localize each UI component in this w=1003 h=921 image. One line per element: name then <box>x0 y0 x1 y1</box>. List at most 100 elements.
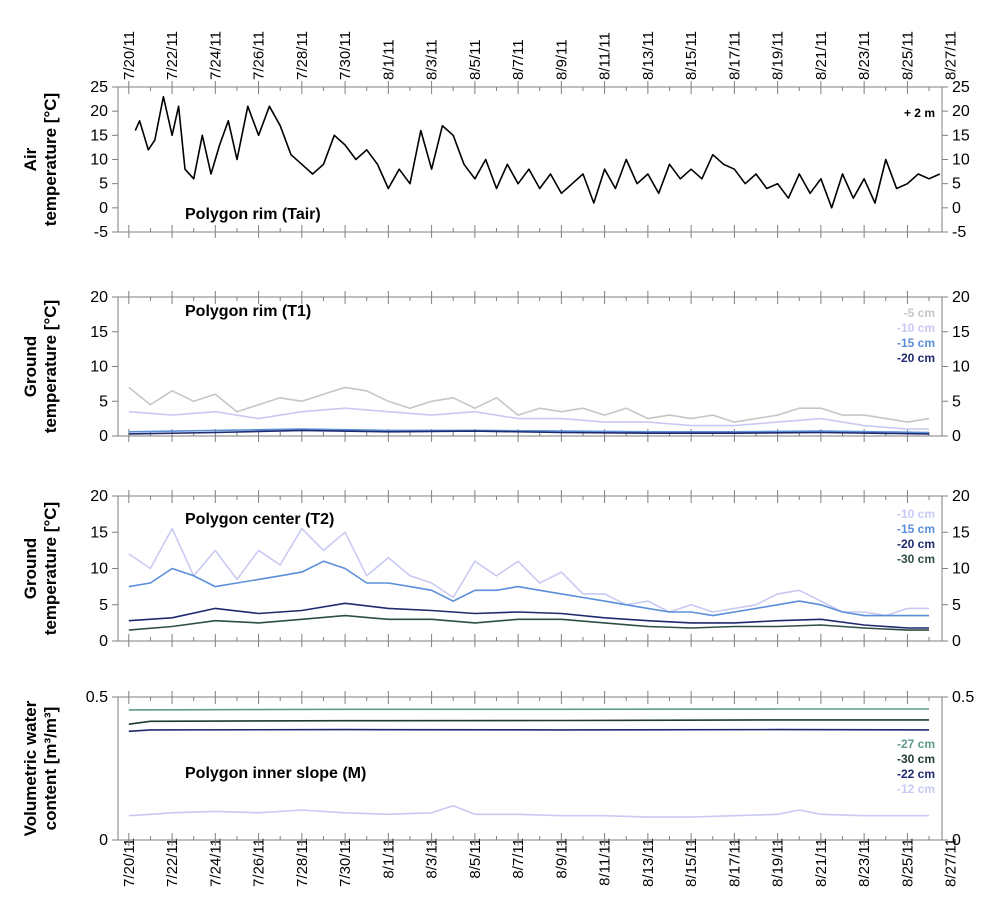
bottom-date-label: 8/11/11 <box>597 838 614 886</box>
y-tick-label-left: 15 <box>90 127 108 144</box>
top-date-label: 7/24/11 <box>207 31 224 80</box>
series-line <box>128 804 929 818</box>
bottom-date-label: 8/7/11 <box>510 838 527 879</box>
bottom-date-label: 8/17/11 <box>726 838 743 887</box>
y-tick-label-right: 10 <box>952 561 970 578</box>
top-date-label: 8/15/11 <box>683 31 700 80</box>
y-axis-label: temperature [°C] <box>41 300 60 433</box>
y-axis-label: Ground <box>21 538 40 599</box>
top-date-label: 7/26/11 <box>251 31 268 80</box>
bottom-date-label: 8/5/11 <box>467 838 484 879</box>
bottom-date-label: 7/20/11 <box>121 838 138 887</box>
y-tick-label-right: 5 <box>952 176 961 193</box>
top-date-label: 8/21/11 <box>813 31 830 80</box>
series-line <box>128 429 930 435</box>
series-line <box>128 386 930 423</box>
y-tick-label-left: 0.5 <box>86 689 108 706</box>
y-tick-label-left: 0 <box>99 832 108 849</box>
plot-frame <box>117 696 943 841</box>
legend-entry: -20 cm <box>897 351 935 365</box>
y-axis-label: Air <box>21 147 40 171</box>
legend-entry: -20 cm <box>897 537 935 551</box>
y-tick-label-right: 0 <box>952 633 961 650</box>
y-tick-label-left: 10 <box>90 561 108 578</box>
top-date-label: 8/25/11 <box>899 31 916 80</box>
y-tick-label-left: 20 <box>90 488 108 505</box>
series-line <box>128 614 929 631</box>
top-date-label: 8/17/11 <box>726 31 743 80</box>
series-line <box>128 602 929 629</box>
legend-entry: -22 cm <box>897 767 935 781</box>
top-date-label: 8/27/11 <box>943 31 960 80</box>
bottom-date-label: 8/15/11 <box>683 838 700 887</box>
y-tick-label-left: 5 <box>99 393 108 410</box>
top-date-label: 8/13/11 <box>640 31 657 80</box>
panel-title: Polygon rim (Tair) <box>185 206 321 223</box>
series-line <box>128 708 929 711</box>
y-tick-label-right: 25 <box>952 79 970 96</box>
y-tick-label-right: 10 <box>952 359 970 376</box>
top-date-label: 8/9/11 <box>553 39 570 80</box>
bottom-date-label: 7/24/11 <box>207 838 224 887</box>
legend-entry: -30 cm <box>897 552 935 566</box>
y-tick-label-left: 5 <box>99 597 108 614</box>
y-tick-label-right: 20 <box>952 289 970 306</box>
y-tick-label-left: 15 <box>90 524 108 541</box>
top-date-label: 7/30/11 <box>337 31 354 80</box>
y-tick-label-right: 10 <box>952 152 970 169</box>
bottom-date-label: 7/26/11 <box>251 838 268 887</box>
legend-entry: -15 cm <box>897 336 935 350</box>
bottom-date-label: 8/25/11 <box>899 838 916 887</box>
ground-temperature-center-panel: 0 0 5 5 10 10 15 15 20 20 Ground temperature [°C] -1… <box>21 488 970 650</box>
legend-entry: -12 cm <box>897 782 935 796</box>
y-tick-label-left: 0 <box>99 428 108 445</box>
top-date-axis-labels: 7/20/11 7/22/11 7/24/11 7/26/11 7/28/11 7/30/… <box>121 31 960 80</box>
series-line <box>134 95 941 209</box>
bottom-date-label: 8/1/11 <box>380 838 397 879</box>
y-axis-label: temperature [°C] <box>41 93 60 226</box>
y-tick-label-right: 15 <box>952 127 970 144</box>
bottom-date-label: 7/22/11 <box>164 838 181 887</box>
bottom-date-label: 7/30/11 <box>337 838 354 887</box>
y-tick-label-left: 0 <box>99 633 108 650</box>
top-date-label: 8/11/11 <box>597 32 614 80</box>
y-tick-label-right: 0.5 <box>952 689 974 706</box>
y-axis-label: temperature [°C] <box>41 502 60 635</box>
bottom-date-label: 8/3/11 <box>424 838 441 879</box>
y-axis-label: Ground <box>21 336 40 397</box>
y-tick-label-left: 10 <box>90 152 108 169</box>
bottom-date-label: 7/28/11 <box>294 838 311 887</box>
top-date-label: 8/7/11 <box>510 39 527 80</box>
top-date-label: 7/20/11 <box>121 31 138 80</box>
y-tick-label-right: 0 <box>952 832 961 849</box>
top-date-label: 7/22/11 <box>164 31 181 80</box>
series-line <box>128 407 929 430</box>
legend-entry: -15 cm <box>897 522 935 536</box>
bottom-date-axis-labels: 7/20/11 7/22/11 7/24/11 7/26/11 7/28/11 7/30/… <box>121 838 960 887</box>
y-tick-label-left: 20 <box>90 103 108 120</box>
y-tick-label-right: 5 <box>952 393 961 410</box>
y-tick-label-right: 15 <box>952 324 970 341</box>
y-tick-label-right: 0 <box>952 428 961 445</box>
y-tick-label-right: 5 <box>952 597 961 614</box>
y-tick-label-right: -5 <box>952 224 966 241</box>
y-tick-label-left: 20 <box>90 289 108 306</box>
series-line <box>128 560 929 617</box>
bottom-date-label: 8/13/11 <box>640 838 657 887</box>
top-date-label: 7/28/11 <box>294 31 311 80</box>
top-date-label: 8/1/11 <box>380 39 397 80</box>
legend-entry: + 2 m <box>904 106 935 120</box>
top-date-label: 8/19/11 <box>770 31 787 80</box>
series-line <box>128 728 930 733</box>
air-temperature-panel: -5 -5 0 0 5 5 10 10 15 15 20 20 25 25 Air temperature [… <box>21 79 970 241</box>
top-date-label: 8/23/11 <box>856 31 873 80</box>
top-date-label: 8/3/11 <box>424 39 441 80</box>
legend-entry: -10 cm <box>897 507 935 521</box>
y-axis-label: Volumetric water <box>21 700 40 836</box>
ground-temperature-rim-panel: 0 0 5 5 10 10 15 15 20 20 Ground temperature [°C] -5… <box>21 289 970 445</box>
legend-entry: -27 cm <box>897 737 935 751</box>
panel-title: Polygon rim (T1) <box>185 303 311 320</box>
bottom-date-label: 8/19/11 <box>770 838 787 887</box>
bottom-date-label: 8/9/11 <box>553 838 570 879</box>
